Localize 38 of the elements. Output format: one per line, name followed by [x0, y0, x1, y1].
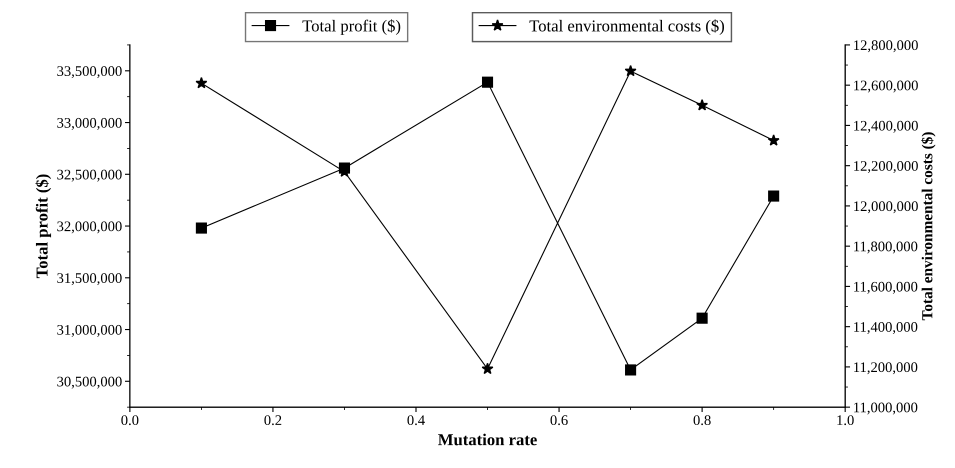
y2-tick-label: 12,400,000: [854, 120, 918, 133]
y-tick-label: 32,000,000: [57, 221, 122, 234]
y2-tick-label: 11,400,000: [854, 322, 918, 334]
x-tick-label: 0.8: [694, 415, 711, 426]
y2-tick-label: 11,200,000: [854, 362, 918, 374]
point: [768, 134, 780, 146]
y2-tick-label: 12,000,000: [854, 201, 918, 214]
y-tick-label: 31,000,000: [57, 324, 122, 337]
legend-label: Total profit ($): [302, 19, 400, 35]
x-tick-label: 0.2: [264, 415, 282, 426]
point: [482, 362, 494, 374]
y-tick-label: 30,500,000: [57, 376, 122, 389]
y2-tick-label: 11,000,000: [854, 402, 918, 414]
point: [696, 99, 708, 110]
y2-axis-title: Total environmental costs ($): [921, 132, 936, 320]
point: [625, 364, 636, 376]
x-tick-label: 1.0: [837, 415, 854, 426]
y-axis-title: Total profit ($): [35, 174, 52, 278]
y2-tick-label: 11,600,000: [854, 282, 918, 294]
y-tick-label: 33,000,000: [57, 118, 122, 130]
point: [195, 76, 208, 88]
x-tick-label: 0.0: [121, 415, 138, 426]
point: [482, 76, 494, 88]
y-tick-label: 33,500,000: [57, 66, 122, 78]
y2-tick-label: 12,600,000: [854, 80, 918, 92]
point: [624, 64, 637, 76]
x-axis-title: Mutation rate: [438, 434, 537, 446]
point: [196, 222, 207, 234]
y-tick-label: 31,500,000: [57, 273, 122, 286]
legend-label: Total environmental costs ($): [530, 19, 724, 35]
point: [696, 312, 708, 324]
x-tick-label: 0.6: [550, 415, 568, 426]
y2-tick-label: 12,200,000: [854, 161, 918, 173]
point: [768, 190, 780, 202]
y-tick-label: 32,500,000: [57, 170, 122, 182]
x-tick-label: 0.4: [407, 415, 425, 426]
y2-tick-label: 11,800,000: [854, 242, 918, 254]
y2-tick-label: 12,800,000: [854, 40, 918, 52]
